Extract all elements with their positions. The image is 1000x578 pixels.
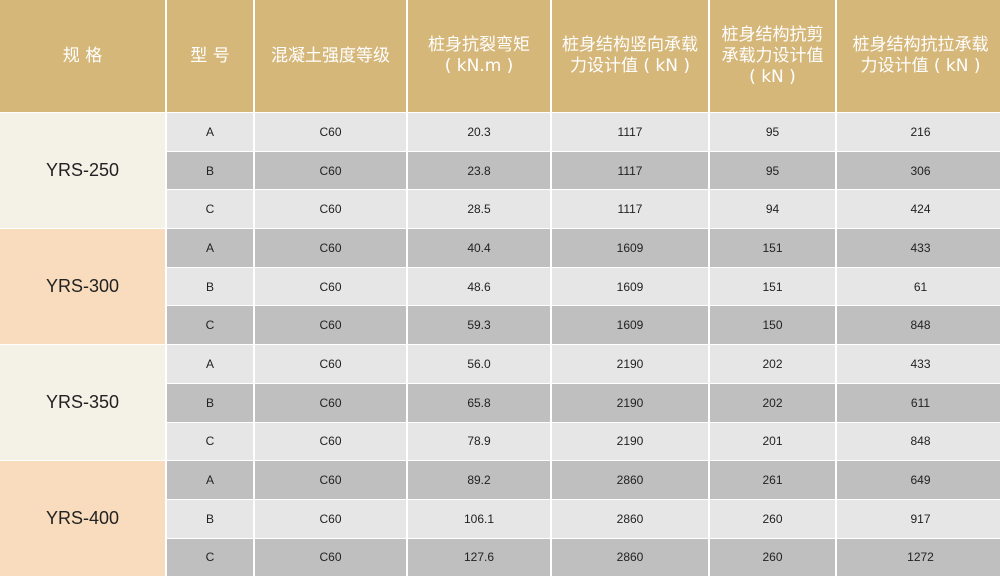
vertical-capacity-cell: 2190 [552, 345, 708, 383]
header-vertical-capacity: 桩身结构竖向承载 力设计值 ( kN ) [552, 0, 708, 112]
tension-capacity-cell: 611 [837, 383, 1000, 422]
type-cell: C [167, 306, 253, 345]
vertical-capacity-cell: 1117 [552, 190, 708, 229]
shear-capacity-cell: 202 [710, 345, 835, 383]
table-row: C C60 78.9 2190 201 848 [0, 422, 1000, 461]
table-row: YRS-400 A C60 89.2 2860 261 649 [0, 461, 1000, 577]
type-cell: B [167, 267, 253, 306]
type-cell: B [167, 499, 253, 538]
table-row: B C60 65.8 2190 202 611 [0, 383, 1000, 422]
crack-moment-cell: 23.8 [408, 151, 550, 190]
crack-moment-cell: 127.6 [408, 538, 550, 577]
concrete-grade-cell: C60 [255, 461, 406, 499]
spec-cell: YRS-350 [0, 345, 165, 461]
concrete-grade-cell: C60 [255, 267, 406, 306]
table-row: C C60 59.3 1609 150 848 [0, 306, 1000, 345]
crack-moment-cell: 48.6 [408, 267, 550, 306]
crack-moment-cell: 89.2 [408, 461, 550, 499]
tension-capacity-cell: 1272 [837, 538, 1000, 577]
type-cell: B [167, 151, 253, 190]
table-row: C C60 28.5 1117 94 424 [0, 190, 1000, 229]
vertical-capacity-cell: 2860 [552, 499, 708, 538]
concrete-grade-cell: C60 [255, 190, 406, 229]
crack-moment-cell: 78.9 [408, 422, 550, 461]
concrete-grade-cell: C60 [255, 422, 406, 461]
vertical-capacity-cell: 1609 [552, 267, 708, 306]
tension-capacity-cell: 917 [837, 499, 1000, 538]
concrete-grade-cell: C60 [255, 499, 406, 538]
vertical-capacity-cell: 1609 [552, 306, 708, 345]
vertical-capacity-cell: 1609 [552, 229, 708, 267]
type-cell: A [167, 461, 253, 499]
vertical-capacity-cell: 1117 [552, 151, 708, 190]
vertical-capacity-cell: 2190 [552, 383, 708, 422]
tension-capacity-cell: 649 [837, 461, 1000, 499]
shear-capacity-cell: 94 [710, 190, 835, 229]
table-row: B C60 48.6 1609 151 61 [0, 267, 1000, 306]
type-cell: C [167, 190, 253, 229]
table-row: C C60 127.6 2860 260 1272 [0, 538, 1000, 577]
tension-capacity-cell: 306 [837, 151, 1000, 190]
spec-cell: YRS-250 [0, 113, 165, 229]
type-cell: C [167, 422, 253, 461]
concrete-grade-cell: C60 [255, 306, 406, 345]
vertical-capacity-cell: 1117 [552, 113, 708, 151]
shear-capacity-cell: 95 [710, 113, 835, 151]
shear-capacity-cell: 260 [710, 499, 835, 538]
vertical-capacity-cell: 2860 [552, 538, 708, 577]
shear-capacity-cell: 260 [710, 538, 835, 577]
spec-cell: YRS-300 [0, 229, 165, 345]
crack-moment-cell: 106.1 [408, 499, 550, 538]
tension-capacity-cell: 61 [837, 267, 1000, 306]
concrete-grade-cell: C60 [255, 151, 406, 190]
shear-capacity-cell: 95 [710, 151, 835, 190]
tension-capacity-cell: 848 [837, 422, 1000, 461]
concrete-grade-cell: C60 [255, 229, 406, 267]
table-row: B C60 23.8 1117 95 306 [0, 151, 1000, 190]
concrete-grade-cell: C60 [255, 113, 406, 151]
type-cell: C [167, 538, 253, 577]
table-row: YRS-250 A C60 20.3 1117 95 216 [0, 113, 1000, 229]
header-concrete-grade: 混凝土强度等级 [255, 0, 406, 112]
crack-moment-cell: 65.8 [408, 383, 550, 422]
spec-cell: YRS-400 [0, 461, 165, 577]
crack-moment-cell: 59.3 [408, 306, 550, 345]
shear-capacity-cell: 151 [710, 229, 835, 267]
concrete-grade-cell: C60 [255, 383, 406, 422]
tension-capacity-cell: 848 [837, 306, 1000, 345]
header-type: 型 号 [167, 0, 253, 112]
vertical-capacity-cell: 2860 [552, 461, 708, 499]
tension-capacity-cell: 433 [837, 345, 1000, 383]
type-cell: A [167, 229, 253, 267]
type-cell: A [167, 113, 253, 151]
tension-capacity-cell: 424 [837, 190, 1000, 229]
shear-capacity-cell: 150 [710, 306, 835, 345]
header-crack-moment: 桩身抗裂弯矩 ( kN.m ) [408, 0, 550, 112]
tension-capacity-cell: 216 [837, 113, 1000, 151]
type-cell: B [167, 383, 253, 422]
header-tension-capacity: 桩身结构抗拉承载 力设计值 ( kN ) [837, 0, 1000, 112]
shear-capacity-cell: 151 [710, 267, 835, 306]
header-shear-capacity: 桩身结构抗剪 承载力设计值 ( kN ) [710, 0, 835, 112]
table-row: YRS-350 A C60 56.0 2190 202 433 [0, 345, 1000, 461]
shear-capacity-cell: 261 [710, 461, 835, 499]
concrete-grade-cell: C60 [255, 538, 406, 577]
vertical-capacity-cell: 2190 [552, 422, 708, 461]
concrete-grade-cell: C60 [255, 345, 406, 383]
crack-moment-cell: 56.0 [408, 345, 550, 383]
shear-capacity-cell: 201 [710, 422, 835, 461]
crack-moment-cell: 28.5 [408, 190, 550, 229]
type-cell: A [167, 345, 253, 383]
crack-moment-cell: 20.3 [408, 113, 550, 151]
header-spec: 规 格 [0, 0, 165, 112]
table-row: B C60 106.1 2860 260 917 [0, 499, 1000, 538]
crack-moment-cell: 40.4 [408, 229, 550, 267]
shear-capacity-cell: 202 [710, 383, 835, 422]
tension-capacity-cell: 433 [837, 229, 1000, 267]
header-row: 规 格 型 号 混凝土强度等级 桩身抗裂弯矩 ( kN.m ) 桩身结构竖向承载… [0, 0, 1000, 112]
table-row: YRS-300 A C60 40.4 1609 151 433 [0, 229, 1000, 345]
